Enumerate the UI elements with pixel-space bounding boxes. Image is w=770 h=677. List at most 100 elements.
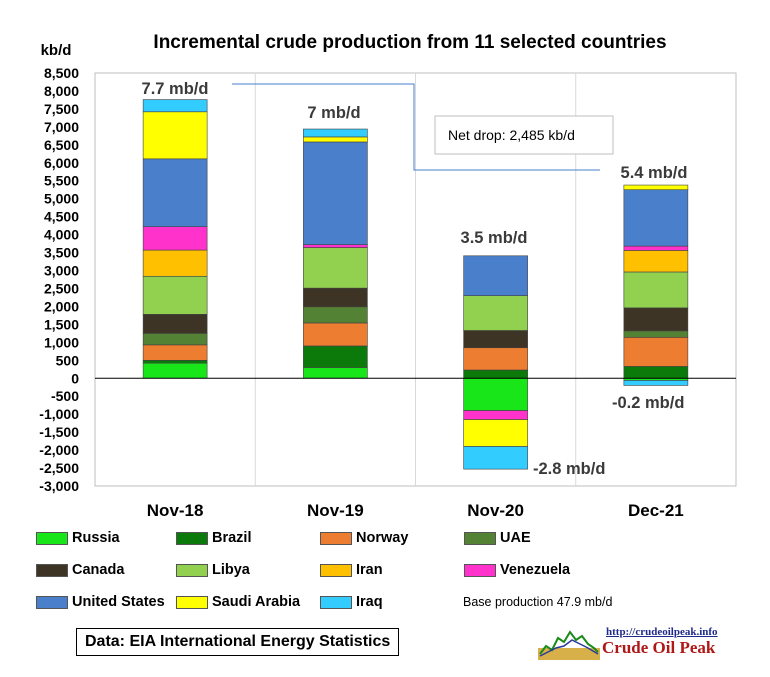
x-tick-label: Nov-18	[147, 501, 204, 520]
y-tick-label: 5,500	[44, 173, 79, 189]
y-tick-label: 4,000	[44, 227, 79, 243]
logo-name: Crude Oil Peak	[602, 638, 716, 657]
legend-swatch-norway	[320, 531, 352, 545]
bar-segment-russia	[463, 377, 528, 411]
legend-item-iraq: Iraq	[320, 594, 383, 610]
legend-label-iran: Iran	[356, 562, 383, 578]
legend-swatch-venezuela	[464, 563, 496, 577]
bar-segment-iran	[623, 250, 689, 273]
bar-segment-canada	[623, 307, 689, 332]
legend-item-venezuela: Venezuela	[464, 562, 570, 578]
legend-item-russia: Russia	[36, 530, 120, 546]
legend-swatch-uae	[464, 531, 496, 545]
bar-segment-venezuela	[623, 245, 689, 251]
bar-segment-libya	[303, 247, 368, 289]
y-axis-unit-label: kb/d	[41, 42, 72, 59]
base-production-note: Base production 47.9 mb/d	[463, 595, 613, 609]
legend-item-libya: Libya	[176, 562, 250, 578]
net-drop-connector	[232, 83, 600, 171]
bar-segment-iraq	[463, 446, 528, 470]
y-tick-label: 3,500	[44, 245, 79, 261]
legend-swatch-libya	[176, 563, 208, 577]
bar-segment-libya	[623, 271, 689, 309]
bar-segment-venezuela	[142, 226, 208, 251]
y-tick-label: 2,000	[44, 298, 79, 314]
y-tick-label: -1,500	[39, 424, 79, 440]
bar-segment-united-states	[142, 158, 208, 228]
bar-segment-iraq	[142, 99, 208, 113]
legend-label-saudi-arabia: Saudi Arabia	[212, 594, 301, 610]
legend-item-united-states: United States	[36, 594, 165, 610]
legend-swatch-united-states	[36, 595, 68, 609]
y-tick-label: 0	[71, 370, 79, 386]
x-tick-label: Dec-21	[628, 501, 684, 520]
y-tick-label: -500	[51, 388, 79, 404]
legend-label-libya: Libya	[212, 562, 250, 578]
y-tick-label: 2,500	[44, 280, 79, 296]
y-tick-label: 1,000	[44, 334, 79, 350]
y-tick-label: 7,000	[44, 119, 79, 135]
total-label-nov-19: 7 mb/d	[307, 104, 360, 122]
y-tick-label: 6,500	[44, 137, 79, 153]
logo-url[interactable]: http://crudeoilpeak.info	[606, 626, 718, 638]
bar-segment-venezuela	[463, 410, 528, 420]
total-label-nov-20: 3.5 mb/d	[461, 229, 528, 247]
bar-segment-canada	[463, 330, 528, 349]
y-axis-ticks: 8,500 8,000 7,500 7,000 6,500 6,000 5,500 5,000…	[39, 65, 79, 494]
y-tick-label: 5,000	[44, 191, 79, 207]
bar-segment-united-states	[303, 141, 368, 245]
bars	[142, 99, 689, 470]
legend-item-saudi-arabia: Saudi Arabia	[176, 594, 300, 610]
legend-label-iraq: Iraq	[356, 594, 383, 610]
bar-segment-saudi-arabia	[303, 136, 368, 143]
legend-label-uae: UAE	[500, 530, 531, 546]
legend-item-norway: Norway	[320, 530, 408, 546]
bar-segment-norway	[142, 344, 208, 361]
y-tick-label: -3,000	[39, 478, 79, 494]
bar-segment-uae	[303, 306, 368, 324]
total-label-dec-21: 5.4 mb/d	[621, 164, 688, 182]
bar-segment-brazil	[142, 360, 208, 364]
bar-segment-venezuela	[303, 244, 368, 248]
legend-label-brazil: Brazil	[212, 530, 252, 546]
negative-label-dec-21: -0.2 mb/d	[612, 394, 684, 412]
x-axis-labels: Nov-18 Nov-19 Nov-20 Dec-21	[147, 501, 684, 520]
legend-item-iran: Iran	[320, 562, 383, 578]
y-tick-label: 1,500	[44, 316, 79, 332]
oil-peak-graph-icon	[538, 630, 600, 660]
bar-segment-united-states	[463, 255, 528, 296]
bar-segment-norway	[623, 337, 689, 367]
y-tick-label: 8,000	[44, 83, 79, 99]
legend-label-norway: Norway	[356, 530, 409, 546]
y-tick-label: 6,000	[44, 155, 79, 171]
legend-label-canada: Canada	[72, 562, 125, 578]
bar-segment-uae	[142, 333, 208, 346]
net-drop-label: Net drop: 2,485 kb/d	[448, 127, 575, 143]
bar-segment-norway	[303, 322, 368, 347]
bar-segment-russia	[142, 362, 208, 379]
legend-item-brazil: Brazil	[176, 530, 252, 546]
negative-label-nov-20: -2.8 mb/d	[533, 460, 605, 478]
y-tick-label: -1,000	[39, 406, 79, 422]
legend-swatch-russia	[36, 531, 68, 545]
legend-swatch-saudi-arabia	[176, 595, 208, 609]
legend-item-canada: Canada	[36, 562, 124, 578]
legend-label-russia: Russia	[72, 530, 120, 546]
legend-swatch-brazil	[176, 531, 208, 545]
y-tick-label: 7,500	[44, 101, 79, 117]
y-tick-label: 8,500	[44, 65, 79, 81]
chart-title: Incremental crude production from 11 sel…	[153, 32, 666, 53]
crude-oil-peak-logo[interactable]: http://crudeoilpeak.info Crude Oil Peak	[538, 626, 738, 660]
y-tick-label: -2,000	[39, 442, 79, 458]
x-tick-label: Nov-20	[467, 501, 524, 520]
y-tick-label: 500	[56, 352, 80, 368]
bar-segment-norway	[463, 347, 528, 371]
bar-segment-saudi-arabia	[623, 184, 689, 191]
bar-segment-canada	[142, 314, 208, 334]
bar-segment-canada	[303, 287, 368, 308]
x-tick-label: Nov-19	[307, 501, 364, 520]
bar-segment-russia	[303, 367, 368, 379]
bar-segment-united-states	[623, 189, 689, 247]
data-source-box: Data: EIA International Energy Statistic…	[76, 628, 400, 656]
